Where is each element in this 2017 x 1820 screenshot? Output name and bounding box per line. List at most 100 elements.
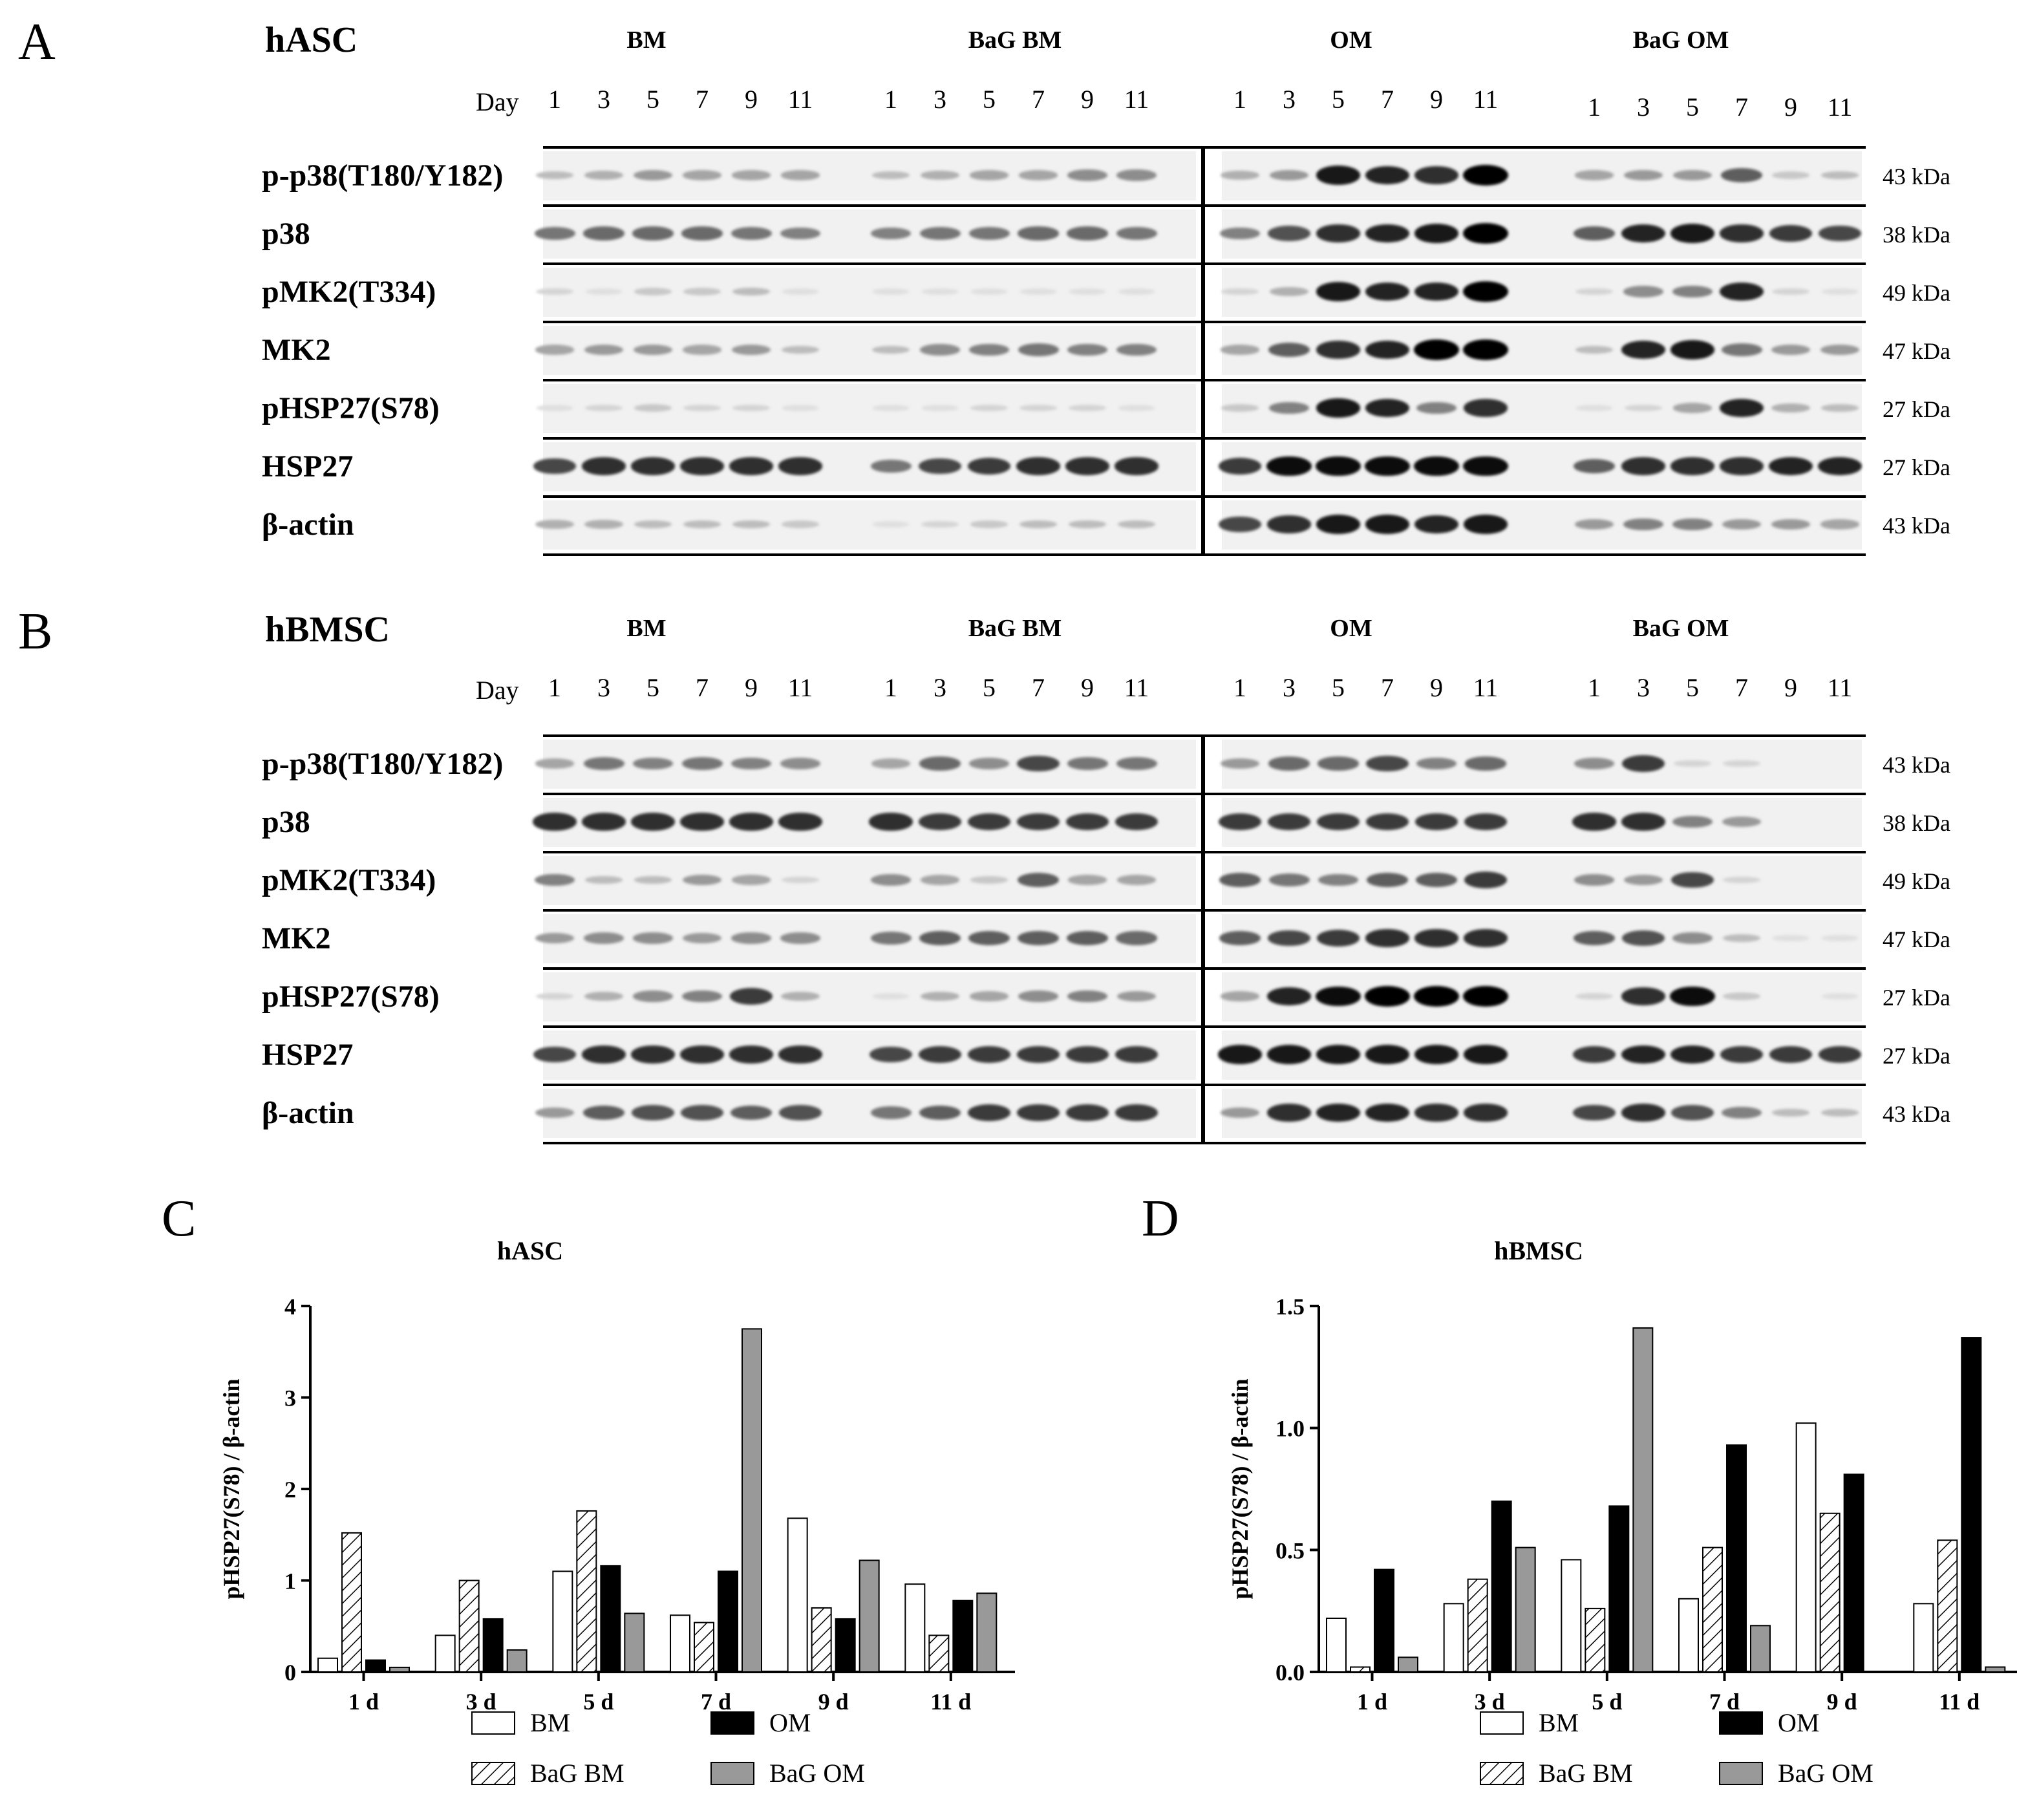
protein-band: [1623, 286, 1663, 297]
protein-band: [584, 932, 624, 944]
protein-band: [969, 170, 1009, 180]
protein-band: [782, 405, 819, 411]
protein-band: [1067, 875, 1107, 885]
protein-band: [872, 993, 910, 1000]
lane-day-label: 1: [548, 85, 561, 114]
protein-label: pMK2(T334): [262, 863, 436, 897]
protein-band: [919, 756, 961, 771]
bar-bag-bm: [1467, 1578, 1488, 1673]
x-tick-label: 1 d: [1357, 1689, 1387, 1715]
protein-band: [1414, 986, 1459, 1007]
group-label: BaG OM: [1632, 27, 1729, 54]
bar-om: [600, 1565, 621, 1673]
protein-band: [1575, 405, 1613, 411]
protein-band: [631, 1045, 675, 1064]
protein-band: [967, 1104, 1011, 1121]
protein-band: [1769, 456, 1813, 476]
protein-band: [1672, 285, 1713, 298]
protein-band: [536, 288, 573, 295]
molecular-weight-label: 43 kDa: [1883, 164, 1950, 189]
protein-band: [1221, 404, 1259, 412]
protein-band: [1670, 986, 1715, 1007]
bar-bag-bm: [458, 1579, 480, 1673]
protein-band: [1116, 931, 1157, 945]
protein-band: [1316, 930, 1360, 947]
bar-om: [1726, 1444, 1747, 1673]
protein-band: [1221, 288, 1259, 295]
protein-band: [1366, 755, 1409, 772]
lane-day-label: 5: [983, 673, 996, 702]
protein-band: [1019, 520, 1058, 529]
bar-chart-hbmsc: hBMSC 0.0 0.5 1.0 1.5 pHSP27(S78) / β-actin 1 …: [1227, 1236, 2017, 1788]
bar-bm: [787, 1517, 808, 1673]
protein-band: [1220, 991, 1260, 1001]
protein-band: [1670, 224, 1715, 243]
row-divider: [1215, 734, 1866, 737]
protein-band: [1019, 404, 1057, 412]
protein-band: [634, 404, 672, 412]
bar-bag-bm: [928, 1634, 950, 1673]
protein-band: [1771, 519, 1811, 530]
protein-band: [1366, 872, 1409, 888]
lane-day-label: 3: [934, 85, 946, 114]
protein-band: [1414, 456, 1459, 476]
protein-band: [732, 287, 771, 296]
bar-om: [1843, 1473, 1864, 1673]
protein-band: [535, 932, 575, 944]
protein-band: [535, 520, 574, 529]
panel-letter-a: A: [18, 14, 56, 70]
y-tick-label: 0.5: [1275, 1537, 1305, 1563]
protein-band: [1416, 757, 1457, 770]
row-divider: [1215, 851, 1866, 853]
legend-label: BM: [530, 1708, 570, 1737]
protein-band: [731, 170, 771, 180]
condition-divider: [1201, 146, 1205, 556]
y-tick-label: 0.0: [1275, 1660, 1305, 1686]
legend-label: BaG OM: [769, 1759, 865, 1788]
protein-band: [1621, 224, 1665, 243]
protein-band: [1065, 457, 1109, 475]
protein-band: [1115, 1104, 1158, 1121]
protein-band: [1464, 813, 1508, 830]
protein-band: [1416, 401, 1457, 414]
protein-band: [1219, 872, 1261, 888]
protein-band: [584, 520, 623, 529]
protein-band: [533, 1046, 576, 1063]
protein-band: [585, 404, 623, 412]
bar-om: [365, 1659, 386, 1673]
protein-band: [1621, 1045, 1665, 1064]
protein-band: [1463, 223, 1508, 244]
protein-band: [1819, 225, 1861, 242]
protein-band: [1463, 515, 1508, 534]
lane-day-label: 5: [1332, 85, 1345, 114]
protein-band: [1414, 1045, 1459, 1064]
panel-letter-b: B: [18, 603, 53, 660]
protein-band: [1414, 166, 1458, 184]
protein-band: [681, 226, 723, 241]
protein-band: [535, 1107, 575, 1119]
protein-band: [1621, 813, 1665, 831]
protein-band: [1720, 282, 1764, 301]
bar-bm: [1678, 1598, 1699, 1673]
bar-bag-om: [1867, 1671, 1888, 1673]
lane-day-label: 11: [1473, 673, 1499, 702]
protein-band: [1018, 170, 1058, 180]
lane-day-label: 7: [1735, 92, 1748, 122]
protein-band: [1463, 1045, 1508, 1064]
protein-band: [872, 288, 910, 295]
protein-band: [1621, 755, 1665, 772]
protein-band: [1115, 813, 1158, 830]
bar-bag-bm: [811, 1607, 832, 1673]
protein-band: [1017, 930, 1060, 946]
row-divider: [1215, 204, 1866, 207]
row-divider: [1215, 1025, 1866, 1028]
protein-band: [921, 171, 959, 180]
y-tick-label: 1.0: [1275, 1416, 1305, 1442]
protein-label: HSP27: [262, 1038, 354, 1072]
protein-band: [1268, 342, 1310, 358]
protein-band: [1268, 873, 1310, 886]
protein-band: [1067, 169, 1107, 181]
x-tick-label: 3 d: [466, 1689, 496, 1715]
protein-label: pMK2(T334): [262, 275, 436, 309]
protein-band: [1720, 457, 1764, 475]
